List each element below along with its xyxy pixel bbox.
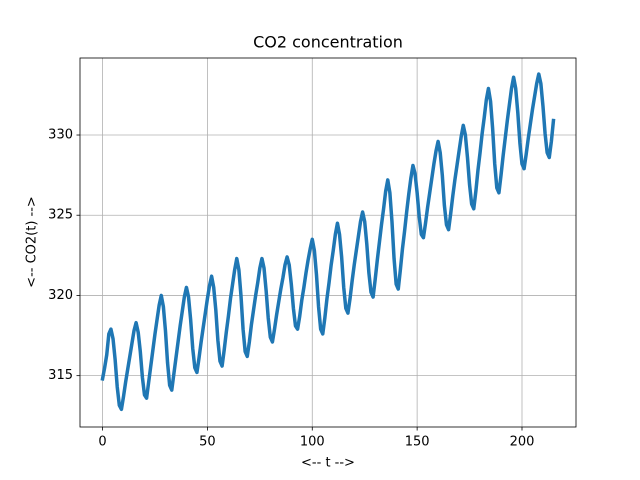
x-tick-label: 100 [300,435,325,450]
x-tick-label: 200 [510,435,535,450]
x-tick-label: 50 [199,435,216,450]
x-tick-label: 150 [405,435,430,450]
y-tick-label: 320 [48,288,73,303]
y-tick-label: 315 [48,368,73,383]
x-axis-label: <-- t --> [301,456,355,471]
data-line [100,72,556,412]
chart-title: CO2 concentration [253,33,403,52]
y-tick-label: 330 [48,128,73,143]
y-axis-label: <-- CO2(t) --> [25,196,40,288]
x-tick-label: 0 [98,435,106,450]
plot-frame [79,57,577,428]
y-tick-label: 325 [48,208,73,223]
